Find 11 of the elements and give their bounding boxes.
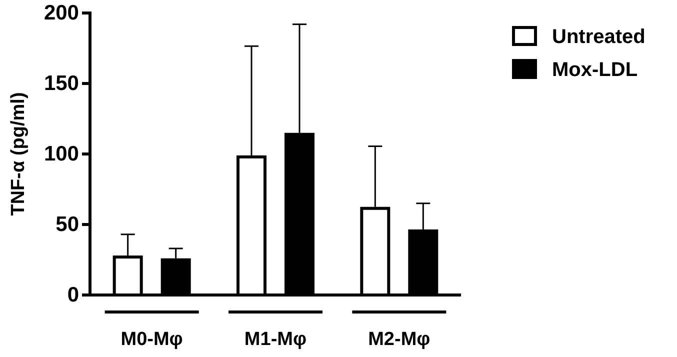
legend-label: Mox-LDL [552,59,638,81]
y-tick-label: 200 [44,2,79,25]
y-tick-label: 50 [56,213,79,236]
x-tick-label: M2-Mφ [368,329,430,350]
y-tick-label: 100 [44,142,79,166]
y-tick-label: 0 [67,284,79,307]
y-tick-label: 150 [44,72,79,96]
y-axis-title: TNF-α (pg/ml) [8,92,29,216]
x-tick-label: M1-Mφ [244,329,307,350]
legend-label: Untreated [552,26,646,48]
x-tick-label: M0-Mφ [120,329,183,350]
